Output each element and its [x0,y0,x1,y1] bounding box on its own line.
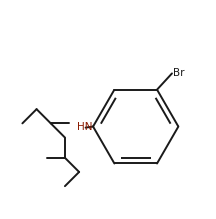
Text: Br: Br [173,68,184,78]
Text: HN: HN [76,122,92,132]
